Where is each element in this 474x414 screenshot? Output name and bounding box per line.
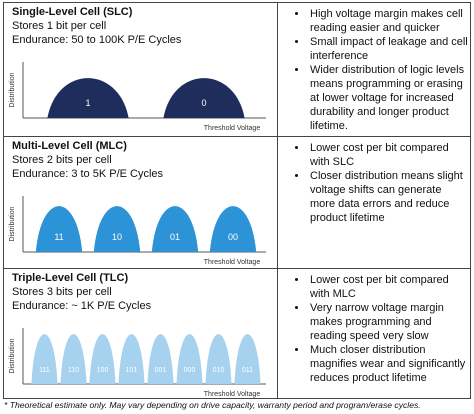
bullet-list: Lower cost per bit compared with SLCClos… <box>278 141 468 225</box>
title-text: Multi-Level Cell (MLC) <box>12 140 127 152</box>
distribution-hump <box>35 206 83 252</box>
state-label: 00 <box>228 232 238 242</box>
bullet: Much closer distribution magnifies wear … <box>308 343 468 385</box>
distribution-hump <box>176 334 203 384</box>
x-axis-label: Threshold Voltage <box>204 259 261 266</box>
state-label: 011 <box>242 367 253 374</box>
distribution-hump <box>209 206 257 252</box>
distribution-hump <box>163 78 245 118</box>
state-label: 000 <box>184 367 196 374</box>
bullet: Lower cost per bit compared with SLC <box>308 141 468 169</box>
distribution-hump <box>89 334 116 384</box>
left-cell: Multi-Level Cell (MLC) Stores 2 bits per … <box>3 136 278 269</box>
distribution-hump <box>118 334 145 384</box>
bullet: Wider distribution of logic levels means… <box>308 63 468 133</box>
cell-line: Stores 2 bits per cell <box>12 154 112 166</box>
distribution-hump <box>151 206 199 252</box>
x-axis-label: Threshold Voltage <box>204 125 261 132</box>
cell-line: Endurance: ~ 1K P/E Cycles <box>12 300 152 312</box>
state-label: 01 <box>170 232 180 242</box>
left-cell: Single-Level Cell (SLC) Stores 1 bit per … <box>3 2 278 137</box>
right-cell: Lower cost per bit compared with SLCClos… <box>277 136 471 269</box>
distribution-hump <box>93 206 141 252</box>
distribution-hump <box>60 334 87 384</box>
cell-line: Endurance: 3 to 5K P/E Cycles <box>12 168 164 180</box>
distribution-hump <box>47 78 129 118</box>
distribution-hump <box>147 334 174 384</box>
bullet-list: High voltage margin makes cell reading e… <box>278 7 468 133</box>
footnote: * Theoretical estimate only. May vary de… <box>4 400 421 410</box>
state-label: 111 <box>39 367 50 374</box>
state-label: 0 <box>201 98 206 108</box>
left-cell: Triple-Level Cell (TLC) Stores 3 bits per… <box>3 268 278 399</box>
distribution-hump <box>205 334 232 384</box>
bullet: High voltage margin makes cell reading e… <box>308 7 468 35</box>
cell-line: Stores 1 bit per cell <box>12 20 107 32</box>
state-label: 10 <box>112 232 122 242</box>
state-label: 1 <box>85 98 90 108</box>
cell-line: Endurance: 50 to 100K P/E Cycles <box>12 34 182 46</box>
row-title: Single-Level Cell (SLC) <box>12 5 132 19</box>
row-title: Triple-Level Cell (TLC) <box>12 271 128 285</box>
bullet: Closer distribution means slight voltage… <box>308 169 468 225</box>
state-label: 11 <box>54 232 63 242</box>
cell-line: Stores 3 bits per cell <box>12 286 112 298</box>
bullet: Very narrow voltage margin makes program… <box>308 301 468 343</box>
distribution-hump <box>31 334 58 384</box>
distribution-hump <box>234 334 261 384</box>
right-cell: High voltage margin makes cell reading e… <box>277 2 471 137</box>
title-text: Triple-Level Cell (TLC) <box>12 272 129 284</box>
title-text: Single-Level Cell (SLC) <box>12 6 133 18</box>
y-axis-label: Distribution <box>9 206 16 241</box>
bullet-list: Lower cost per bit compared with MLCVery… <box>278 273 468 385</box>
state-label: 001 <box>155 367 167 374</box>
row-title: Multi-Level Cell (MLC) <box>12 139 127 153</box>
bullet: Lower cost per bit compared with MLC <box>308 273 468 301</box>
right-cell: Lower cost per bit compared with MLCVery… <box>277 268 471 399</box>
state-label: 010 <box>213 367 225 374</box>
y-axis-label: Distribution <box>9 338 16 373</box>
state-label: 100 <box>97 367 109 374</box>
state-label: 110 <box>68 367 79 374</box>
state-label: 101 <box>126 367 138 374</box>
x-axis-label: Threshold Voltage <box>204 391 261 398</box>
y-axis-label: Distribution <box>9 72 16 107</box>
bullet: Small impact of leakage and cell interfe… <box>308 35 468 63</box>
